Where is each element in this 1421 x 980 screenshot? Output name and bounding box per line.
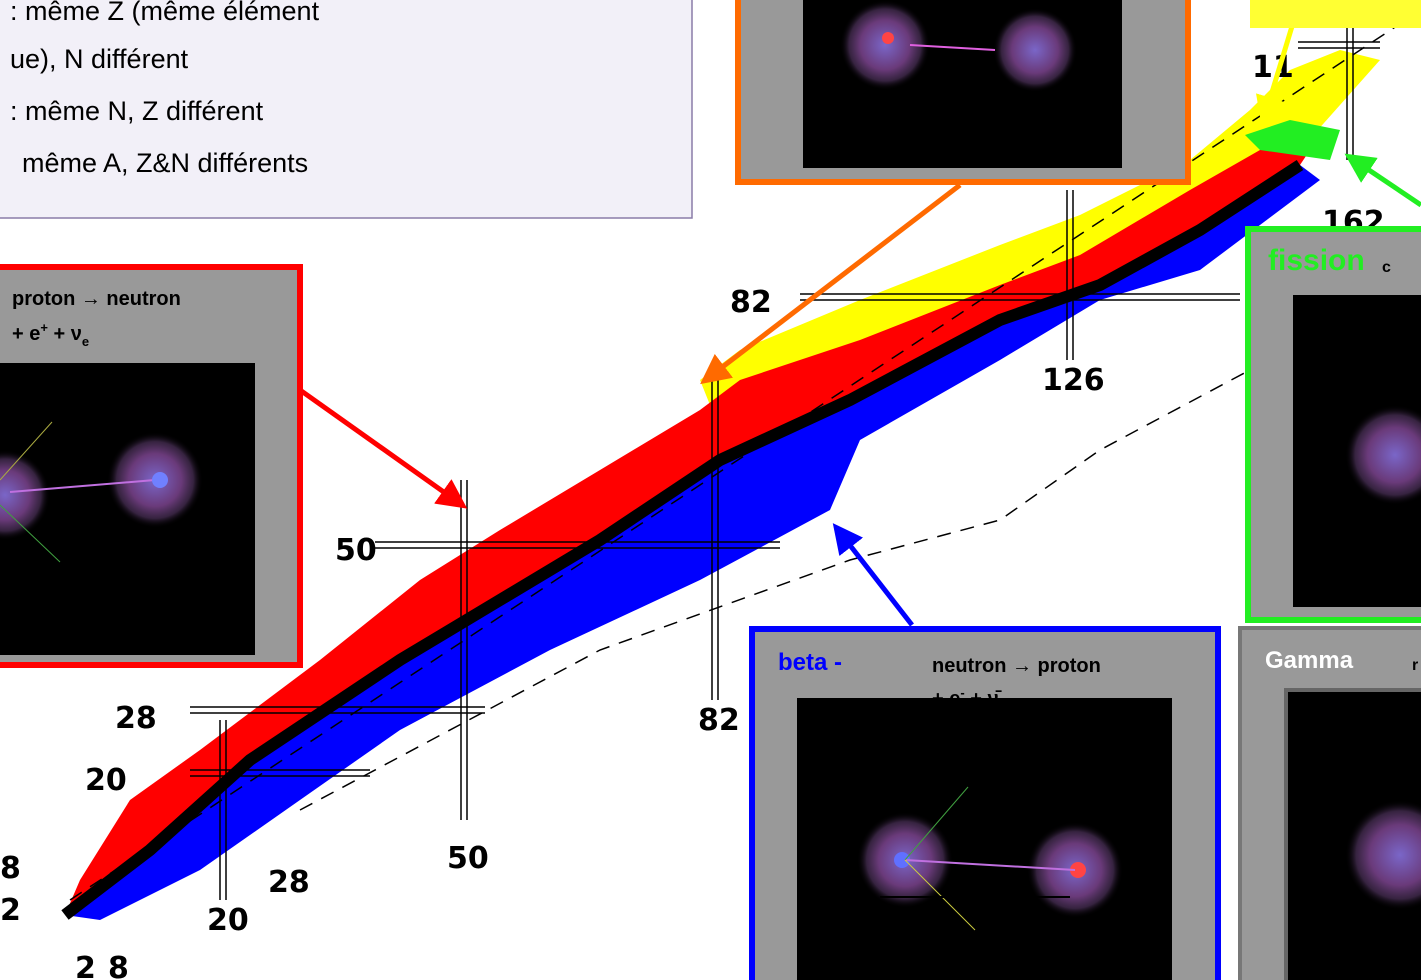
gamma-box: Gamma r (1238, 626, 1421, 980)
beta-minus-box: beta - neutron → proton + e- + ν̄e (749, 626, 1221, 980)
magic-number: 50 (335, 533, 377, 568)
magic-number: 50 (447, 841, 489, 876)
magic-number: 2 (0, 893, 21, 928)
magic-number: 28 (268, 865, 310, 900)
fission-box: fission c (1245, 226, 1421, 623)
magic-number: 82 (730, 285, 772, 320)
magic-number: 2 (75, 951, 96, 980)
beta-plus-box: proton → neutron + e+ + νe (0, 264, 303, 668)
red-region (65, 150, 1310, 915)
magic-lines (190, 10, 1380, 900)
definition: : même N, Z différent (10, 96, 264, 126)
reaction: neutron → proton (932, 655, 1101, 677)
drip-line (299, 369, 1251, 811)
box-note: c (1382, 259, 1391, 276)
magic-number: 20 (85, 763, 127, 798)
definition: ue), N différent (10, 44, 189, 74)
yellow-region (700, 50, 1380, 430)
magic-number: 8 (0, 851, 21, 886)
products: + e+ + νe (12, 320, 89, 349)
arrows (298, 0, 1421, 627)
box-note: r (1412, 657, 1418, 674)
alpha-box (1250, 0, 1421, 28)
box-title: fission (1268, 244, 1365, 277)
magic-number: 20 (207, 903, 249, 938)
definition: même A, Z&N différents (22, 148, 308, 178)
orange-box (735, 0, 1191, 185)
magic-number: 28 (115, 701, 157, 736)
definition: : même Z (même élément (10, 0, 320, 26)
green-region (1245, 120, 1340, 160)
box-title: Gamma (1265, 647, 1354, 674)
magic-number: 126 (1042, 363, 1105, 398)
reaction: proton → neutron (12, 288, 181, 310)
magic-number: 11 (1252, 50, 1294, 85)
stability-line (61, 159, 1304, 920)
magic-number: 8 (108, 951, 129, 980)
box-title: beta - (778, 649, 842, 676)
drip-line (69, 9, 1421, 901)
magic-number: 82 (698, 703, 740, 738)
definitions-box: : même Z (même élément ue), N différent … (0, 0, 693, 219)
